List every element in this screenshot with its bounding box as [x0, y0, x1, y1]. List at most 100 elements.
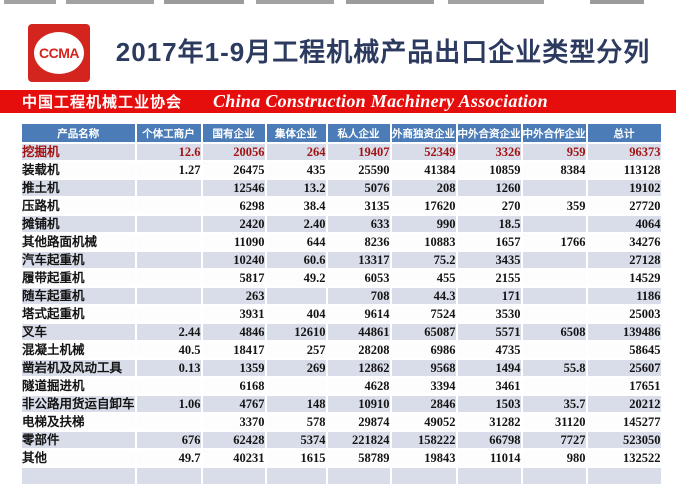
value-cell: 38.4 [266, 198, 326, 214]
value-cell: 980 [522, 450, 586, 466]
value-cell: 8236 [327, 234, 390, 250]
value-cell: 4735 [457, 342, 521, 358]
value-cell: 6986 [391, 342, 456, 358]
value-cell: 1503 [457, 396, 521, 412]
table-row: 随车起重机 263 708 44.3 171 1186 [22, 288, 661, 304]
value-cell: 66798 [457, 432, 521, 448]
value-cell: 269 [266, 360, 326, 376]
value-cell: 11014 [457, 450, 521, 466]
product-name-cell: 其他 [22, 450, 135, 466]
value-cell: 14529 [587, 270, 661, 286]
value-cell: 75.2 [391, 252, 456, 268]
table-row: 挖掘机 12.6 20056 264 19407 52349 3326 959 96373 [22, 144, 661, 160]
product-name-cell: 叉车 [22, 324, 135, 340]
value-cell: 6168 [202, 378, 265, 394]
value-cell: 62428 [202, 432, 265, 448]
value-cell: 58789 [327, 450, 390, 466]
value-cell: 5076 [327, 180, 390, 196]
value-cell: 1.27 [136, 162, 201, 178]
value-cell: 145277 [587, 414, 661, 430]
value-cell: 1.06 [136, 396, 201, 412]
table-row: 零部件 676 62428 5374 221824 158222 66798 7727 5230… [22, 432, 661, 448]
value-cell: 0.13 [136, 360, 201, 376]
table-row: 摊铺机 2420 2.40 633 990 18.5 4064 [22, 216, 661, 232]
table-row: 其他 49.7 40231 1615 58789 19843 11014 980 132522 [22, 450, 661, 466]
export-data-table: 产品名称 个体工商户 国有企业 集体企业 私人企业 外商独资企业 中外合资企业 中外合作企业总… [20, 122, 663, 486]
value-cell: 708 [327, 288, 390, 304]
value-cell: 148 [266, 396, 326, 412]
product-name-cell: 隧道掘进机 [22, 378, 135, 394]
value-cell [136, 234, 201, 250]
value-cell: 10910 [327, 396, 390, 412]
table-header-row: 产品名称 个体工商户 国有企业 集体企业 私人企业 外商独资企业 中外合资企业 中外合作企业总… [22, 124, 661, 142]
value-cell [522, 306, 586, 322]
value-cell: 12862 [327, 360, 390, 376]
value-cell [136, 198, 201, 214]
value-cell [136, 252, 201, 268]
table-body: 挖掘机 12.6 20056 264 19407 52349 3326 959 96373 装载机… [22, 144, 661, 484]
value-cell: 44861 [327, 324, 390, 340]
value-cell: 578 [266, 414, 326, 430]
value-cell: 9568 [391, 360, 456, 376]
value-cell: 1494 [457, 360, 521, 376]
value-cell: 25607 [587, 360, 661, 376]
column-header: 外商独资企业 [391, 124, 456, 142]
value-cell: 1359 [202, 360, 265, 376]
value-cell: 5817 [202, 270, 265, 286]
value-cell [266, 378, 326, 394]
clipped-partial-row [22, 468, 661, 484]
value-cell: 2.44 [136, 324, 201, 340]
value-cell: 12546 [202, 180, 265, 196]
value-cell: 27128 [587, 252, 661, 268]
value-cell: 6298 [202, 198, 265, 214]
value-cell: 1260 [457, 180, 521, 196]
value-cell: 676 [136, 432, 201, 448]
product-name-cell: 零部件 [22, 432, 135, 448]
value-cell [136, 288, 201, 304]
value-cell [136, 216, 201, 232]
product-name-cell: 汽车起重机 [22, 252, 135, 268]
value-cell: 31120 [522, 414, 586, 430]
value-cell: 959 [522, 144, 586, 160]
value-cell [136, 180, 201, 196]
table-row: 电梯及扶梯 3370 578 29874 49052 31282 31120 145277 [22, 414, 661, 430]
value-cell: 3435 [457, 252, 521, 268]
table-row: 隧道掘进机 6168 4628 3394 3461 17651 [22, 378, 661, 394]
value-cell: 1615 [266, 450, 326, 466]
table-row: 推土机 12546 13.2 5076 208 1260 19102 [22, 180, 661, 196]
value-cell: 270 [457, 198, 521, 214]
value-cell: 4767 [202, 396, 265, 412]
value-cell: 3931 [202, 306, 265, 322]
value-cell: 3326 [457, 144, 521, 160]
value-cell: 1657 [457, 234, 521, 250]
value-cell [136, 270, 201, 286]
value-cell: 264 [266, 144, 326, 160]
table-row: 装载机 1.27 26475 435 25590 41384 10859 8384 113128 [22, 162, 661, 178]
ccma-logo: CCMA [28, 24, 90, 82]
value-cell: 3394 [391, 378, 456, 394]
association-name-en: China Construction Machinery Association [213, 91, 548, 111]
value-cell: 20212 [587, 396, 661, 412]
table-row: 混凝土机械 40.5 18417 257 28208 6986 4735 58645 [22, 342, 661, 358]
table-row: 凿岩机及风动工具 0.13 1359 269 12862 9568 1494 55.8 2560… [22, 360, 661, 376]
association-banner: 中国工程机械工业协会 China Construction Machinery … [0, 90, 676, 113]
column-header: 中外合资企业 [457, 124, 521, 142]
value-cell: 8384 [522, 162, 586, 178]
value-cell: 404 [266, 306, 326, 322]
value-cell: 4846 [202, 324, 265, 340]
value-cell [522, 216, 586, 232]
value-cell: 40.5 [136, 342, 201, 358]
value-cell: 3530 [457, 306, 521, 322]
value-cell: 60.6 [266, 252, 326, 268]
product-name-cell: 推土机 [22, 180, 135, 196]
value-cell: 208 [391, 180, 456, 196]
value-cell: 13.2 [266, 180, 326, 196]
value-cell: 1766 [522, 234, 586, 250]
product-name-cell: 电梯及扶梯 [22, 414, 135, 430]
product-name-cell: 其他路面机械 [22, 234, 135, 250]
value-cell: 523050 [587, 432, 661, 448]
value-cell: 25003 [587, 306, 661, 322]
value-cell: 34276 [587, 234, 661, 250]
table-row: 压路机 6298 38.4 3135 17620 270 359 27720 [22, 198, 661, 214]
value-cell: 435 [266, 162, 326, 178]
